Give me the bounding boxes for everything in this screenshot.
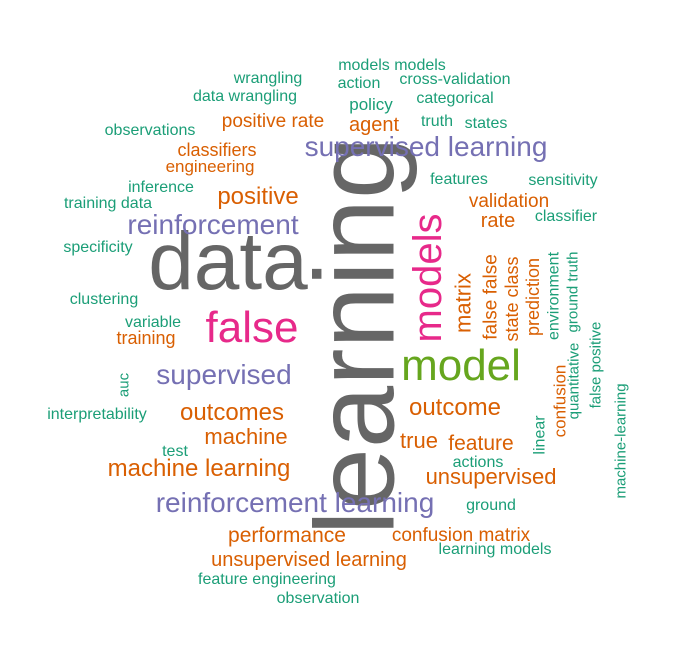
word-action: action	[338, 75, 381, 92]
word-validation: validation	[469, 191, 549, 212]
word-unsupervised-learning: unsupervised learning	[211, 549, 407, 571]
word-features: features	[430, 171, 488, 188]
word-false-positive: false positive	[588, 322, 605, 409]
word-variable: variable	[125, 314, 181, 331]
word-confusion-matrix: confusion matrix	[392, 525, 531, 546]
word-learning: learning	[293, 137, 418, 536]
word-reinforcement: reinforcement	[127, 209, 298, 240]
word-ground: ground	[466, 497, 516, 514]
word-policy: policy	[349, 95, 393, 114]
word-models: models	[406, 214, 450, 343]
word-model: model	[401, 341, 521, 390]
word-data: data	[148, 216, 308, 307]
word-prediction: prediction	[523, 258, 543, 336]
word-false-false: false false	[481, 254, 502, 340]
word-rate: rate	[481, 210, 515, 232]
word-machine: machine	[204, 424, 287, 449]
word-positive-rate: positive rate	[222, 111, 324, 132]
word-test: test	[162, 443, 188, 460]
word-learning-models: learning models	[439, 541, 552, 558]
word-training: training	[116, 328, 175, 348]
word-categorical: categorical	[416, 90, 493, 107]
word-linear: linear	[532, 415, 549, 455]
word-sensitivity: sensitivity	[528, 172, 597, 189]
word-positive: positive	[217, 183, 298, 210]
word-environment: environment	[546, 251, 563, 340]
word-machine-learning-2: machine-learning	[613, 383, 630, 498]
word-outcomes: outcomes	[180, 399, 284, 426]
word-ground-truth: ground truth	[565, 252, 582, 333]
word-wrangling: wrangling	[233, 70, 302, 87]
word-observations: observations	[105, 122, 196, 139]
word-data-wrangling: data wrangling	[193, 88, 297, 105]
word-classifier: classifier	[535, 208, 598, 225]
word-specificity: specificity	[63, 239, 132, 256]
word-clustering: clustering	[70, 291, 138, 308]
word-classifiers: classifiers	[177, 140, 256, 160]
word-truth: truth	[421, 113, 453, 130]
word-cross-validation: cross-validation	[399, 71, 510, 88]
word-models-models: models models	[338, 57, 446, 74]
word-matrix: matrix	[451, 273, 476, 333]
word-observation: observation	[277, 590, 360, 607]
word-quantitative: quantitative	[566, 343, 583, 420]
word-interpretability: interpretability	[47, 406, 147, 423]
word-true: true	[400, 428, 438, 453]
word-states: states	[465, 115, 508, 132]
word-supervised-learning: supervised learning	[305, 131, 548, 162]
word-training-data: training data	[64, 195, 152, 212]
word-outcome: outcome	[409, 394, 501, 421]
word-confusion: confusion	[551, 365, 570, 438]
word-state-class: state class	[502, 256, 522, 341]
word-false: false	[206, 303, 299, 352]
word-agent: agent	[349, 114, 399, 136]
word-machine-learning: machine learning	[108, 455, 291, 482]
word-actions: actions	[453, 454, 504, 471]
word-unsupervised: unsupervised	[426, 464, 557, 489]
word-performance: performance	[228, 524, 346, 547]
word-feature-engineering: feature engineering	[198, 571, 336, 588]
word-engineering: engineering	[166, 157, 255, 176]
word-supervised: supervised	[156, 359, 291, 390]
word-reinforcement-learning: reinforcement learning	[156, 487, 435, 518]
word-feature: feature	[448, 432, 513, 455]
word-inference: inference	[128, 179, 194, 196]
word-auc: auc	[116, 372, 133, 397]
